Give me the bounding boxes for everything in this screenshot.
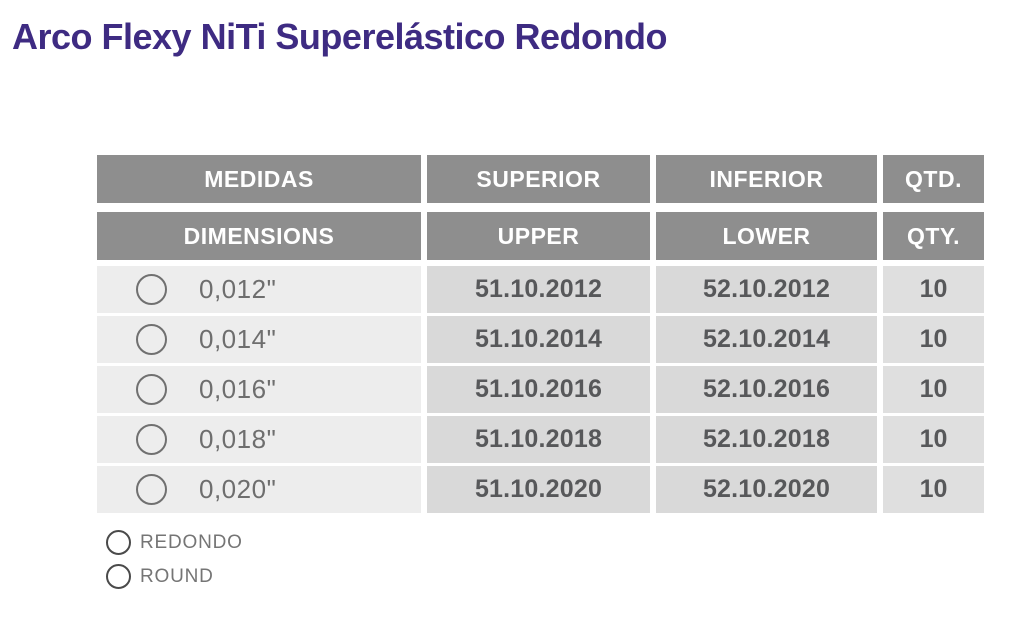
upper-code-cell: 51.10.2018 [427,416,650,463]
qty-cell: 10 [883,266,984,313]
upper-code-cell: 51.10.2016 [427,366,650,413]
legend-item-redondo: REDONDO [106,529,243,556]
upper-code-cell: 51.10.2014 [427,316,650,363]
table-row: 0,014" 51.10.2014 52.10.2014 10 [97,316,984,363]
dimension-cell: 0,014" [97,316,421,363]
lower-code-cell: 52.10.2018 [656,416,877,463]
header-cell-inferior: INFERIOR [656,155,877,203]
product-table: MEDIDAS SUPERIOR INFERIOR QTD. DIMENSION… [97,155,984,513]
qty-cell: 10 [883,316,984,363]
legend-item-round: ROUND [106,563,243,590]
round-wire-icon [136,374,167,405]
page-title: Arco Flexy NiTi Superelástico Redondo [12,16,668,57]
dimension-cell: 0,020" [97,466,421,513]
upper-code-cell: 51.10.2012 [427,266,650,313]
round-wire-icon [136,324,167,355]
dimension-cell: 0,012" [97,266,421,313]
table-header-row-en: DIMENSIONS UPPER LOWER QTY. [97,212,984,260]
round-wire-icon [106,564,131,589]
header-cell-upper: UPPER [427,212,650,260]
header-cell-medidas: MEDIDAS [97,155,421,203]
table-row: 0,012" 51.10.2012 52.10.2012 10 [97,266,984,313]
qty-cell: 10 [883,366,984,413]
header-cell-superior: SUPERIOR [427,155,650,203]
upper-code-cell: 51.10.2020 [427,466,650,513]
dimension-label: 0,014" [199,324,277,354]
round-wire-icon [136,474,167,505]
dimension-cell: 0,016" [97,366,421,413]
qty-cell: 10 [883,466,984,513]
dimension-cell: 0,018" [97,416,421,463]
qty-cell: 10 [883,416,984,463]
dimension-label: 0,012" [199,274,277,304]
dimension-label: 0,018" [199,424,277,454]
legend: REDONDO ROUND [106,529,243,597]
round-wire-icon [136,424,167,455]
header-cell-qtd: QTD. [883,155,984,203]
lower-code-cell: 52.10.2016 [656,366,877,413]
table-row: 0,018" 51.10.2018 52.10.2018 10 [97,416,984,463]
legend-label: REDONDO [140,531,243,553]
table-header-row-pt: MEDIDAS SUPERIOR INFERIOR QTD. [97,155,984,203]
header-cell-lower: LOWER [656,212,877,260]
lower-code-cell: 52.10.2020 [656,466,877,513]
legend-label: ROUND [140,565,214,587]
table-row: 0,020" 51.10.2020 52.10.2020 10 [97,466,984,513]
lower-code-cell: 52.10.2012 [656,266,877,313]
round-wire-icon [136,274,167,305]
dimension-label: 0,016" [199,374,277,404]
dimension-label: 0,020" [199,474,277,504]
header-cell-qty: QTY. [883,212,984,260]
round-wire-icon [106,530,131,555]
table-row: 0,016" 51.10.2016 52.10.2016 10 [97,366,984,413]
header-cell-dimensions: DIMENSIONS [97,212,421,260]
lower-code-cell: 52.10.2014 [656,316,877,363]
